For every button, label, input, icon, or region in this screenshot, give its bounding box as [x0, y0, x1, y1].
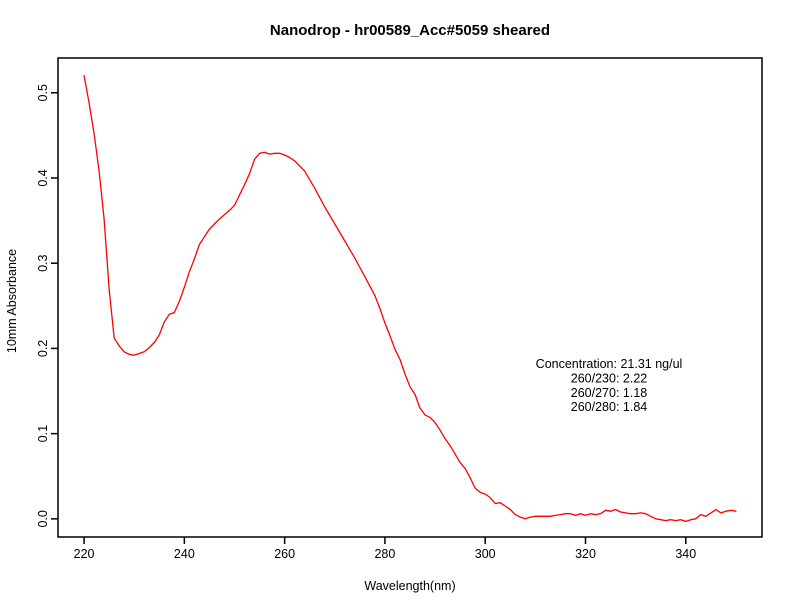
annotation-ratio-260-270: 260/270: 1.18	[571, 386, 648, 400]
y-tick-label: 0.4	[36, 169, 50, 186]
y-tick-label: 0.1	[36, 425, 50, 442]
annotation-ratio-260-280: 260/280: 1.84	[571, 400, 648, 414]
y-axis: 0.0 0.1 0.2 0.3 0.4 0.5	[36, 84, 58, 528]
annotation-concentration: Concentration: 21.31 ng/ul	[536, 357, 683, 371]
plot-border	[57, 57, 763, 538]
y-tick-label: 0.2	[36, 340, 50, 357]
x-axis: 220 240 260 280 300 320 340	[74, 537, 696, 561]
y-tick-label: 0.3	[36, 254, 50, 271]
x-tick-label: 220	[74, 547, 95, 561]
x-tick-label: 340	[675, 547, 696, 561]
x-tick-label: 260	[274, 547, 295, 561]
y-axis-label: 10mm Absorbance	[5, 249, 19, 353]
x-axis-label: Wavelength(nm)	[364, 579, 455, 593]
absorbance-curve	[83, 75, 737, 523]
x-tick-label: 240	[174, 547, 195, 561]
chart-title: Nanodrop - hr00589_Acc#5059 sheared	[270, 22, 550, 39]
x-tick-label: 280	[374, 547, 395, 561]
annotation-ratio-260-230: 260/230: 2.22	[571, 371, 648, 385]
y-tick-label: 0.5	[36, 84, 50, 101]
stats-annotation: Concentration: 21.31 ng/ul 260/230: 2.22…	[536, 357, 683, 414]
y-tick-label: 0.0	[36, 510, 50, 527]
x-tick-label: 320	[575, 547, 596, 561]
x-tick-label: 300	[475, 547, 496, 561]
